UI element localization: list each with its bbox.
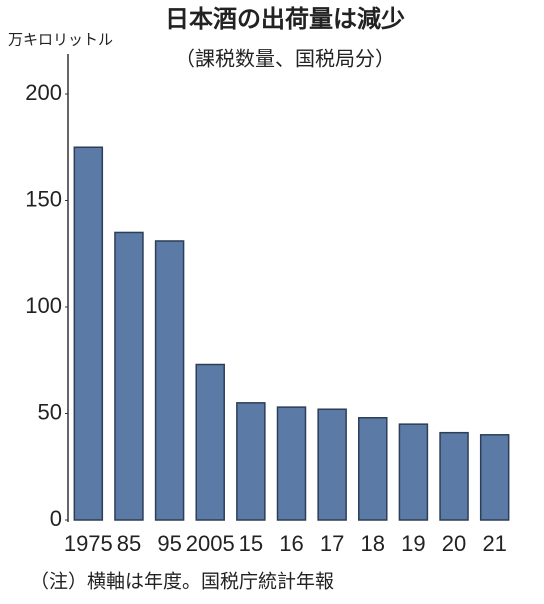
bar (317, 408, 347, 521)
note: （注）横軸は年度。国税庁統計年報 (30, 571, 334, 593)
bar (479, 434, 510, 521)
bar (398, 423, 429, 521)
x-tick-label: 95 (157, 531, 181, 556)
bar (154, 240, 185, 521)
chart-subtitle: （課税数量、国税局分） (175, 47, 395, 71)
x-tick-label: 17 (320, 531, 344, 556)
y-tick-label: 50 (38, 399, 62, 424)
x-tick-label: 19 (401, 531, 425, 556)
x-tick-label: 2005 (186, 531, 235, 556)
x-tick-label: 1975 (64, 531, 113, 556)
chart-title: 日本酒の出荷量は減少 (165, 5, 405, 33)
bar (358, 417, 388, 521)
y-tick-label: 100 (25, 293, 62, 318)
x-tick-label: 85 (117, 531, 141, 556)
x-tick-label: 15 (239, 531, 263, 556)
y-tick-label: 200 (25, 80, 62, 105)
bar (73, 146, 104, 521)
x-tick-label: 18 (361, 531, 385, 556)
x-tick-label: 21 (482, 531, 506, 556)
y-tick-label: 0 (50, 506, 62, 531)
y-axis-label: 万キロリットル (8, 31, 113, 49)
x-tick-label: 20 (442, 531, 466, 556)
bar (114, 231, 144, 521)
bar (439, 431, 469, 521)
bar (276, 406, 307, 521)
bar (195, 363, 225, 521)
y-tick-label: 150 (25, 186, 62, 211)
bar (236, 402, 266, 521)
x-tick-label: 16 (279, 531, 303, 556)
